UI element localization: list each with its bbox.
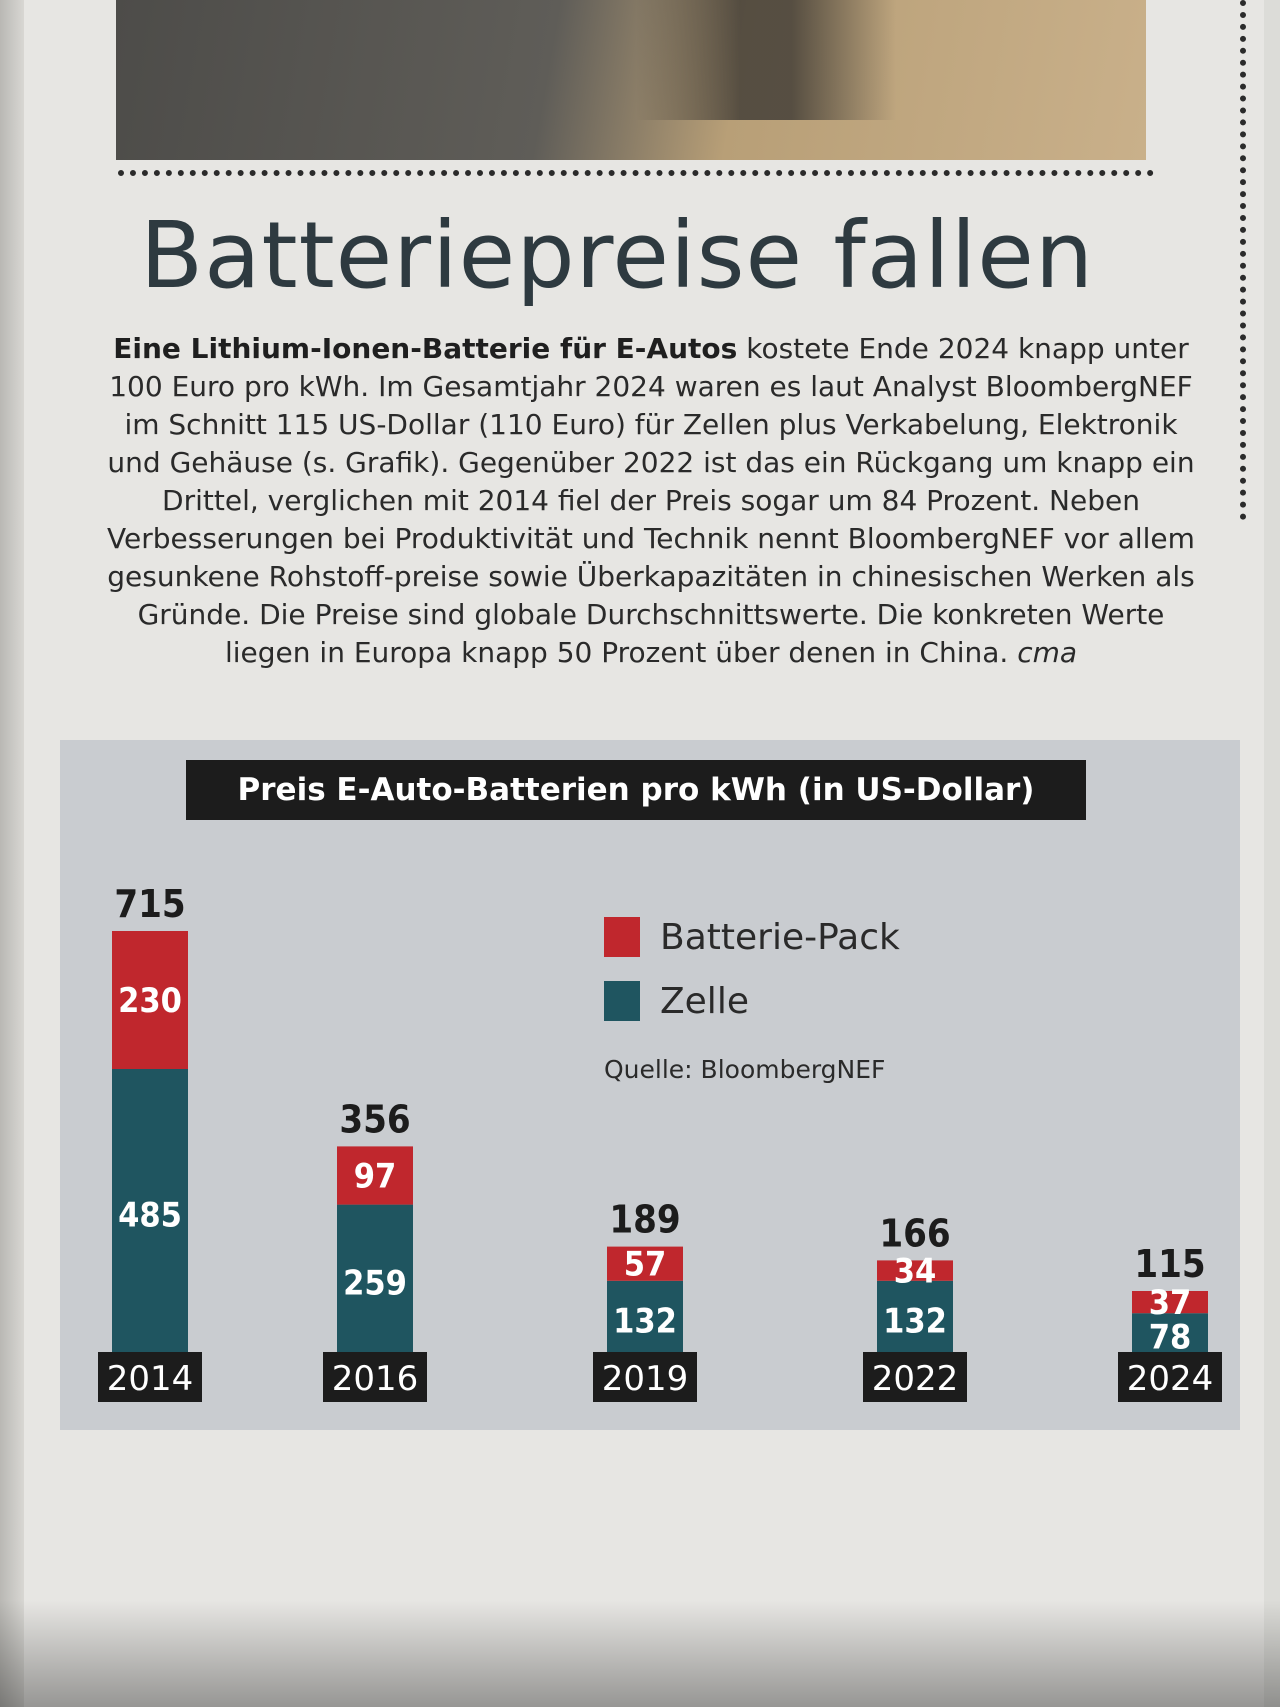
article-body: Eine Lithium-Ionen-Batterie für E-Autos … (96, 330, 1206, 672)
label-pack-2019: 57 (624, 1245, 667, 1285)
article-headline: Batteriepreise fallen (140, 202, 1095, 309)
label-pack-2024: 37 (1149, 1283, 1192, 1323)
label-pack-2022: 34 (894, 1252, 937, 1292)
bar-pack-2016 (337, 1146, 413, 1205)
label-cell-2016: 259 (343, 1263, 407, 1303)
bar-pack-2019 (607, 1246, 683, 1281)
year-label-2024: 2024 (1127, 1359, 1214, 1399)
label-total-2024: 115 (1134, 1242, 1205, 1286)
year-box-2024 (1118, 1352, 1222, 1402)
bar-cell-2014 (112, 1069, 188, 1360)
year-box-2016 (323, 1352, 427, 1402)
article-author: cma (1017, 636, 1078, 669)
bar-cell-2022 (877, 1280, 953, 1360)
year-box-2022 (863, 1352, 967, 1402)
bar-cell-2016 (337, 1204, 413, 1360)
bar-pack-2014 (112, 931, 188, 1069)
label-cell-2024: 78 (1149, 1318, 1192, 1358)
article-body-text: kostete Ende 2024 knapp unter 100 Euro p… (107, 332, 1195, 669)
year-box-2019 (593, 1352, 697, 1402)
legend-label-cell: Zelle (660, 980, 749, 1022)
legend-item-cell: Zelle (604, 969, 900, 1033)
label-total-2019: 189 (609, 1198, 680, 1242)
label-total-2016: 356 (339, 1097, 410, 1141)
year-label-2022: 2022 (872, 1359, 959, 1399)
article-photo (116, 0, 1146, 160)
label-pack-2016: 97 (354, 1157, 397, 1197)
legend-swatch-cell (604, 981, 640, 1021)
dotted-divider (118, 170, 1154, 176)
legend-item-pack: Batterie-Pack (604, 905, 900, 969)
bar-pack-2022 (877, 1260, 953, 1281)
chart-title: Preis E-Auto-Batterien pro kWh (in US-Do… (186, 760, 1086, 820)
year-label-2019: 2019 (602, 1359, 689, 1399)
year-box-2014 (98, 1352, 202, 1402)
label-total-2014: 715 (114, 882, 185, 926)
legend-swatch-pack (604, 917, 640, 957)
article-lead: Eine Lithium-Ionen-Batterie für E-Autos (113, 332, 738, 365)
legend-label-pack: Batterie-Pack (660, 916, 900, 958)
photo-figure-shadow (636, 0, 896, 120)
bar-pack-2024 (1132, 1291, 1208, 1314)
year-label-2016: 2016 (332, 1359, 419, 1399)
chart-source: Quelle: BloombergNEF (604, 1055, 886, 1084)
label-cell-2019: 132 (613, 1301, 677, 1341)
page-shadow (0, 1600, 1280, 1707)
chart-legend: Batterie-Pack Zelle (604, 905, 900, 1033)
label-total-2022: 166 (879, 1211, 950, 1255)
bar-cell-2019 (607, 1280, 683, 1360)
book-spine (0, 0, 24, 1707)
dotted-column-rule (1240, 0, 1246, 520)
label-cell-2022: 132 (883, 1301, 947, 1341)
label-pack-2014: 230 (118, 981, 182, 1021)
label-cell-2014: 485 (118, 1196, 182, 1236)
year-label-2014: 2014 (107, 1359, 194, 1399)
